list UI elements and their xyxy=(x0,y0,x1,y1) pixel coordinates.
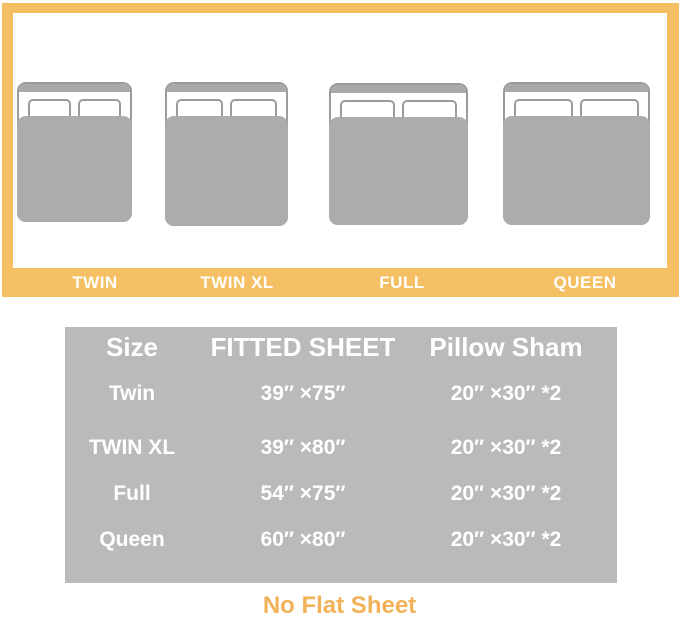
size-label-queen: QUEEN xyxy=(553,273,617,292)
bed-illustration-twin xyxy=(17,82,132,222)
bed-headboard xyxy=(331,85,466,93)
table-header-size: Size xyxy=(105,332,159,362)
bed-illustration-full xyxy=(329,83,468,225)
bed-illustration-queen xyxy=(503,82,650,225)
table-header-pillow-sham: Pillow Sham xyxy=(429,332,583,362)
table-cell-fitted-sheet: 39″ ×75″ xyxy=(260,382,346,405)
table-header-fitted-sheet: FITTED SHEET xyxy=(210,332,396,362)
table-cell-fitted-sheet: 54″ ×75″ xyxy=(260,482,346,505)
table-cell-size: TWIN XL xyxy=(88,436,176,459)
table-cell-size: Queen xyxy=(99,528,165,551)
bed-headboard xyxy=(505,84,648,92)
no-flat-sheet-note: No Flat Sheet xyxy=(262,592,417,619)
table-cell-size: Full xyxy=(113,482,151,505)
fitted-sheet-blanket xyxy=(329,117,468,225)
table-cell-pillow-sham: 20″ ×30″ *2 xyxy=(450,382,562,405)
size-label-twin-xl: TWIN XL xyxy=(200,273,274,292)
table-cell-fitted-sheet: 39″ ×80″ xyxy=(260,436,346,459)
size-label-full: FULL xyxy=(379,273,425,292)
fitted-sheet-blanket xyxy=(165,116,288,226)
bed-illustration-twin-xl xyxy=(165,82,288,226)
bed-headboard xyxy=(19,84,130,92)
frame-border-top xyxy=(2,3,679,13)
table-cell-pillow-sham: 20″ ×30″ *2 xyxy=(450,482,562,505)
bed-headboard xyxy=(167,84,286,92)
frame-border-left xyxy=(2,3,13,268)
size-table: Size FITTED SHEET Pillow Sham Twin 39″ ×… xyxy=(65,327,617,583)
fitted-sheet-blanket xyxy=(17,116,132,222)
fitted-sheet-blanket xyxy=(503,116,650,225)
size-label-bar: TWIN TWIN XL FULL QUEEN xyxy=(2,268,679,297)
frame-border-right xyxy=(667,3,679,268)
bed-sizes-panel: TWIN TWIN XL FULL QUEEN xyxy=(0,0,679,297)
table-cell-size: Twin xyxy=(108,382,156,405)
table-cell-pillow-sham: 20″ ×30″ *2 xyxy=(450,528,562,551)
table-cell-fitted-sheet: 60″ ×80″ xyxy=(260,528,346,551)
table-cell-pillow-sham: 20″ ×30″ *2 xyxy=(450,436,562,459)
size-label-twin: TWIN xyxy=(72,273,118,292)
